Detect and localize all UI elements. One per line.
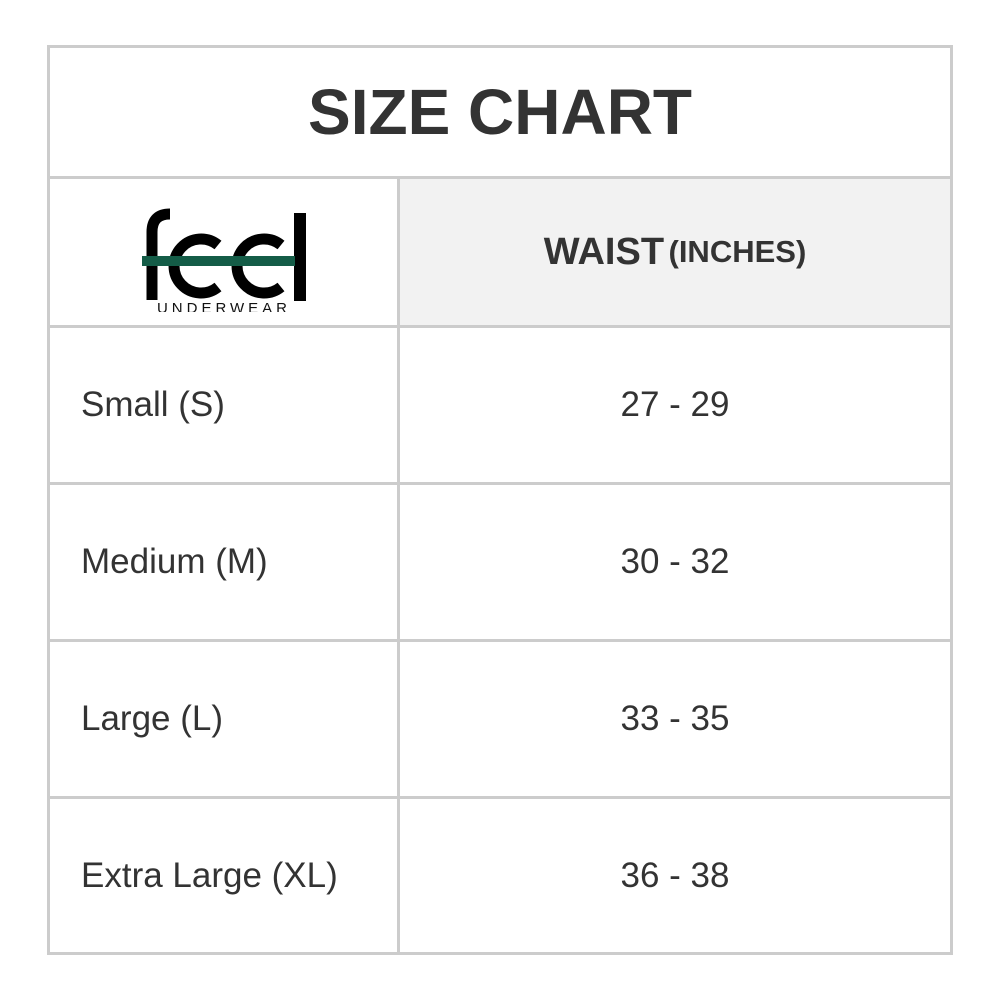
waist-header: WAIST	[543, 230, 665, 273]
size-label: Medium (M)	[81, 542, 268, 581]
waist-value: 33 - 35	[620, 699, 730, 738]
size-chart-table: SIZE CHART UNDERWEAR WAIST (INCHES) Smal…	[47, 45, 953, 955]
size-label: Small (S)	[81, 385, 225, 424]
waist-header-cell: WAIST (INCHES)	[400, 179, 950, 325]
title-row: SIZE CHART	[50, 48, 950, 179]
unit-label: (INCHES)	[668, 234, 807, 269]
header-row: UNDERWEAR WAIST (INCHES)	[50, 179, 950, 328]
waist-value: 27 - 29	[620, 385, 730, 424]
feel-underwear-logo: UNDERWEAR	[141, 208, 306, 312]
table-row: Medium (M) 30 - 32	[50, 485, 950, 642]
size-label: Large (L)	[81, 699, 224, 738]
waist-value: 36 - 38	[620, 855, 730, 895]
logo-tagline: UNDERWEAR	[156, 300, 290, 312]
logo-cell: UNDERWEAR	[50, 179, 400, 325]
page-title: SIZE CHART	[308, 76, 692, 148]
waist-value: 30 - 32	[620, 542, 730, 581]
table-row: Extra Large (XL) 36 - 38	[50, 799, 950, 952]
table-row: Small (S) 27 - 29	[50, 328, 950, 485]
table-row: Large (L) 33 - 35	[50, 642, 950, 799]
size-label: Extra Large (XL)	[81, 855, 338, 895]
